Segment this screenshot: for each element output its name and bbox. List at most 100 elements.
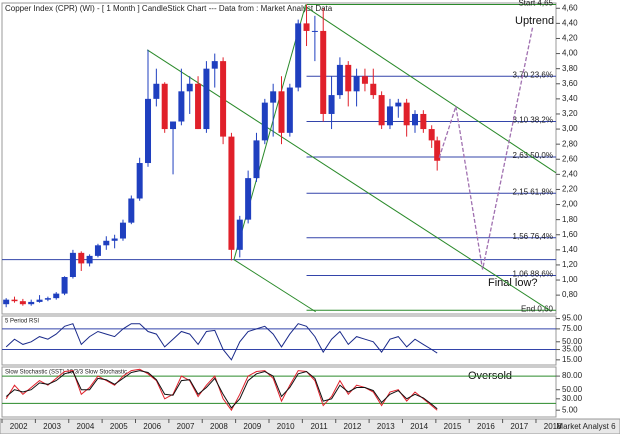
y-tick-label: 75.00 xyxy=(562,324,583,333)
candle-body xyxy=(195,83,202,130)
candle-body xyxy=(28,301,35,305)
candle-body xyxy=(228,136,235,250)
candle-body xyxy=(36,299,43,302)
fib-label: End 0,60 xyxy=(521,304,554,313)
x-tick-label: 2004 xyxy=(77,422,95,431)
candle-body xyxy=(303,23,310,31)
stoch-title: Slow Stochastic (SST) 10/3/3 Slow Stocha… xyxy=(5,370,127,376)
watermark: Market Analyst 6 xyxy=(556,422,616,431)
stoch-panel xyxy=(1,366,557,418)
candle-body xyxy=(145,98,152,164)
candle-body xyxy=(61,277,68,294)
y-tick-label: 50.00 xyxy=(562,385,583,394)
candle-body xyxy=(261,102,268,141)
candle-body xyxy=(320,30,327,114)
fib-label: 3,10 38,2% xyxy=(513,116,553,125)
y-tick-label: 0,80 xyxy=(562,290,578,299)
annotation: Final low? xyxy=(488,277,538,289)
y-tick-label: 1,40 xyxy=(562,245,578,254)
trendline xyxy=(305,6,557,174)
indicator-line xyxy=(5,370,438,410)
candle-body xyxy=(78,252,85,264)
candle-body xyxy=(370,83,377,96)
y-tick-label: 50.00 xyxy=(562,337,583,346)
y-tick-label: 4,40 xyxy=(562,18,578,27)
y-tick-label: 1,60 xyxy=(562,230,578,239)
candle-body xyxy=(253,140,260,179)
annotation: Uptrend xyxy=(515,15,554,27)
y-tick-label: 3,40 xyxy=(562,94,578,103)
chart-title: Copper Index (CPR) (WI) - [ 1 Month ] Ca… xyxy=(5,4,333,13)
y-tick-label: 80.00 xyxy=(562,371,583,380)
candle-body xyxy=(3,299,10,305)
candle-body xyxy=(170,121,177,130)
candle-body xyxy=(86,255,93,264)
fib-label: 2,15 61,8% xyxy=(513,187,553,196)
x-tick-label: 2017 xyxy=(510,422,528,431)
fib-label: 1,56 76,4% xyxy=(513,232,553,241)
fib-label: 2,63 50,0% xyxy=(513,151,553,160)
x-tick-label: 2013 xyxy=(377,422,395,431)
x-tick-label: 2008 xyxy=(210,422,228,431)
y-tick-label: 15.00 xyxy=(562,355,583,364)
x-tick-label: 2012 xyxy=(344,422,362,431)
candle-body xyxy=(336,64,343,96)
main-panel xyxy=(1,2,557,315)
x-tick-label: 2018 xyxy=(544,422,562,431)
x-tick-label: 2015 xyxy=(444,422,462,431)
candle-body xyxy=(311,30,318,32)
x-tick-label: 2009 xyxy=(243,422,261,431)
candle-body xyxy=(353,76,360,92)
y-tick-label: 2,40 xyxy=(562,169,578,178)
x-tick-label: 2010 xyxy=(277,422,295,431)
candle-body xyxy=(420,113,427,130)
candle-body xyxy=(428,129,435,141)
y-tick-label: 30.00 xyxy=(562,394,583,403)
candle-body xyxy=(111,238,118,241)
candle-body xyxy=(345,64,352,92)
x-tick-label: 2014 xyxy=(410,422,428,431)
y-tick-label: 3,60 xyxy=(562,79,578,88)
candle-body xyxy=(153,83,160,99)
y-tick-label: 2,00 xyxy=(562,200,578,209)
candle-body xyxy=(44,298,51,300)
y-tick-label: 1,80 xyxy=(562,215,578,224)
candle-body xyxy=(94,245,101,256)
x-tick-label: 2003 xyxy=(43,422,61,431)
y-tick-label: 4,60 xyxy=(562,3,578,12)
candle-body xyxy=(278,91,285,133)
y-tick-label: 1,20 xyxy=(562,260,578,269)
y-tick-label: 3,20 xyxy=(562,109,578,118)
candle-body xyxy=(434,140,441,161)
candle-body xyxy=(11,299,18,302)
candle-body xyxy=(328,95,335,114)
fib-label: Start 4,65 xyxy=(518,0,553,8)
candle-body xyxy=(19,301,26,305)
candle-body xyxy=(220,61,227,137)
y-tick-label: 35.00 xyxy=(562,345,583,354)
rsi-title: 5 Period RSI xyxy=(5,319,39,325)
candle-body xyxy=(386,106,393,126)
x-tick-label: 2007 xyxy=(177,422,195,431)
candle-body xyxy=(69,252,76,278)
y-tick-label: 2,60 xyxy=(562,154,578,163)
candle-body xyxy=(395,102,402,107)
trendline xyxy=(233,259,316,313)
fib-label: 3,70 23,6% xyxy=(513,70,553,79)
projection xyxy=(438,27,534,270)
y-tick-label: 4,20 xyxy=(562,34,578,43)
y-tick-label: 3,80 xyxy=(562,64,578,73)
x-tick-label: 2006 xyxy=(143,422,161,431)
candle-body xyxy=(211,61,218,69)
x-tick-label: 2005 xyxy=(110,422,128,431)
x-tick-label: 2002 xyxy=(10,422,28,431)
x-tick-label: 2011 xyxy=(310,422,328,431)
candle-body xyxy=(403,102,410,126)
y-tick-label: 4,00 xyxy=(562,49,578,58)
candle-body xyxy=(203,68,210,130)
y-tick-label: 5.00 xyxy=(562,405,578,414)
candle-body xyxy=(245,178,252,220)
